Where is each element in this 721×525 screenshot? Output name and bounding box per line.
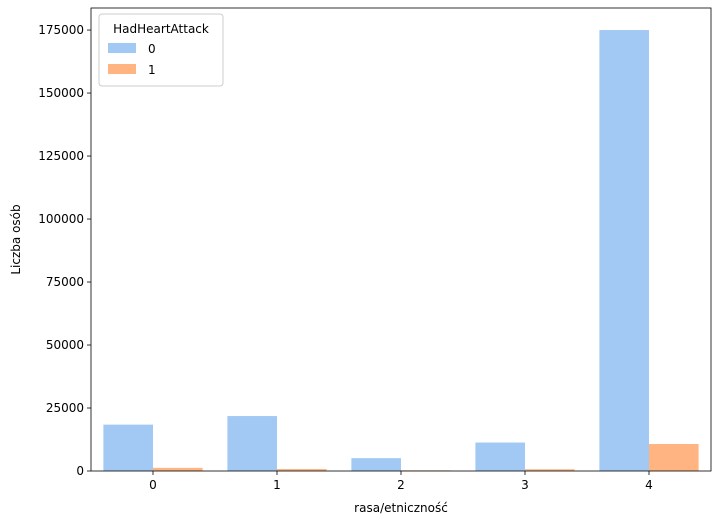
y-axis-label: Liczba osób (9, 204, 23, 274)
legend-swatch-1 (108, 64, 136, 74)
bar-series-0-cat-1 (227, 416, 277, 471)
legend-swatch-0 (108, 43, 136, 53)
x-tick-label: 0 (149, 478, 157, 492)
y-tick-label: 0 (76, 464, 84, 478)
y-tick-label: 125000 (38, 149, 84, 163)
bar-series-0-cat-4 (599, 30, 649, 472)
x-tick-label: 4 (645, 478, 653, 492)
x-tick-label: 3 (521, 478, 529, 492)
y-tick-label: 100000 (38, 212, 84, 226)
x-axis-label: rasa/etniczność (354, 501, 448, 515)
y-tick-label: 25000 (46, 401, 84, 415)
y-tick-label: 175000 (38, 23, 84, 37)
legend-label-1: 1 (148, 63, 156, 77)
bar-series-0-cat-3 (475, 442, 525, 471)
legend-title: HadHeartAttack (113, 22, 209, 36)
y-tick-label: 75000 (46, 275, 84, 289)
bar-series-0-cat-2 (351, 458, 401, 471)
bars-group (103, 30, 699, 472)
plot-frame (90, 7, 712, 472)
x-tick-label: 2 (397, 478, 405, 492)
y-axis: 0 25000 50000 75000 100000 125000 150000 175000 (38, 23, 91, 478)
y-tick-label: 50000 (46, 338, 84, 352)
y-tick-label: 150000 (38, 86, 84, 100)
bar-series-0-cat-0 (103, 424, 153, 471)
legend: HadHeartAttack 0 1 (98, 13, 224, 87)
bar-series-1-cat-1 (277, 468, 327, 471)
legend-label-0: 0 (148, 42, 156, 56)
bar-series-1-cat-3 (525, 469, 575, 471)
bar-series-1-cat-4 (649, 444, 699, 471)
x-axis: 0 1 2 3 4 (149, 471, 653, 492)
bar-series-1-cat-0 (153, 467, 203, 471)
x-tick-label: 1 (273, 478, 281, 492)
